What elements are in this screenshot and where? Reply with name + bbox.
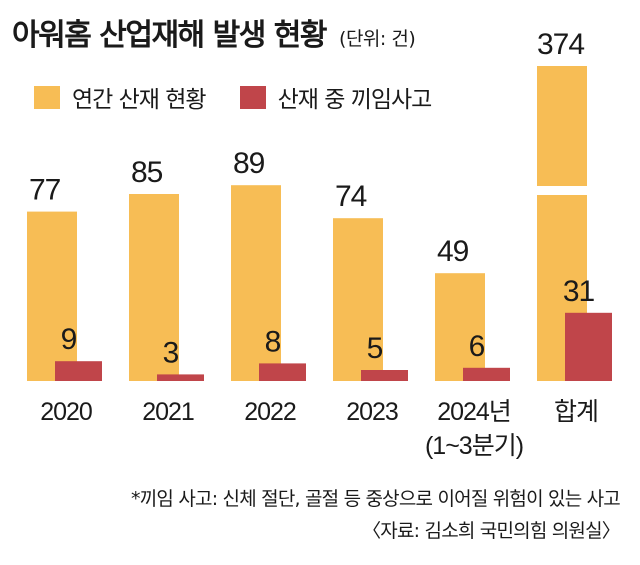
bar-annual-4 (435, 273, 485, 381)
value-label-caught-5: 31 (563, 275, 595, 308)
category-label-4-line2: (1~3분기) (425, 432, 523, 460)
category-label-0: 2020 (40, 398, 92, 426)
axis-break-gap (535, 186, 589, 195)
category-label-3: 2023 (346, 398, 398, 426)
value-label-annual-0: 77 (29, 174, 61, 207)
value-label-caught-4: 6 (469, 330, 485, 363)
value-label-caught-1: 3 (163, 336, 179, 369)
legend-swatch-caught (239, 85, 266, 109)
bar-annual-0 (27, 211, 77, 381)
title-row: 아워홈 산업재해 발생 현황 (단위: 건) (12, 10, 416, 54)
value-label-caught-3: 5 (367, 332, 383, 365)
value-label-caught-0: 9 (61, 323, 77, 356)
legend-swatch-annual (34, 85, 60, 109)
bar-caught-0 (55, 361, 102, 381)
bar-caught-5 (565, 312, 612, 381)
bar-caught-2 (259, 363, 306, 381)
legend-label-annual: 연간 산재 현황 (72, 87, 207, 113)
legend-label-caught: 산재 중 끼임사고 (277, 87, 433, 113)
legend-item-caught: 산재 중 끼임사고 (239, 80, 433, 114)
category-label-4: 2024년 (437, 398, 511, 426)
unit-label: (단위: 건) (339, 28, 416, 50)
bar-annual-3 (333, 218, 383, 381)
bar-annual-2 (231, 185, 281, 381)
bar-caught-1 (157, 374, 204, 381)
chart-title: 아워홈 산업재해 발생 현황 (12, 18, 327, 53)
value-label-annual-1: 85 (131, 156, 163, 189)
bar-caught-4 (463, 367, 510, 381)
value-label-annual-5: 374 (537, 28, 584, 61)
category-label-1: 2021 (142, 398, 194, 426)
source-credit: 〈자료: 김소희 국민의힘 의원실〉 (362, 520, 621, 542)
value-label-annual-4: 49 (437, 235, 469, 268)
legend-item-annual: 연간 산재 현황 (34, 80, 207, 114)
category-label-5: 합계 (554, 398, 598, 426)
bar-caught-3 (361, 370, 408, 381)
category-label-2: 2022 (244, 398, 296, 426)
value-label-annual-2: 89 (233, 147, 265, 180)
value-label-annual-3: 74 (335, 180, 367, 213)
footnote-definition: *끼임 사고: 신체 절단, 골절 등 중상으로 이어질 위험이 있는 사고 (131, 488, 621, 510)
bar-chart: 77 9 2020 85 3 2021 89 8 2022 74 5 2023 49 6 2024년 (1~3… (27, 28, 612, 460)
bar-annual-1 (129, 194, 179, 381)
legend: 연간 산재 현황 산재 중 끼임사고 (34, 80, 465, 114)
value-label-caught-2: 8 (265, 325, 281, 358)
